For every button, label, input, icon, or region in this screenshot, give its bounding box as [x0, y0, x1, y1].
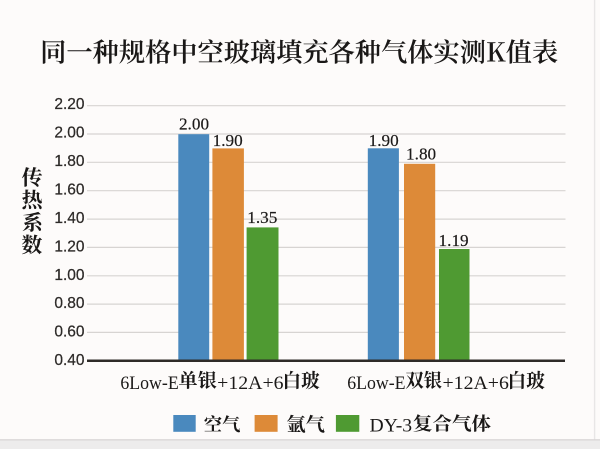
svg-text:2.00: 2.00: [54, 124, 85, 141]
svg-text:2.20: 2.20: [54, 96, 85, 113]
svg-text:1.19: 1.19: [439, 231, 469, 250]
svg-text:0.40: 0.40: [54, 352, 85, 369]
svg-text:6Low-E: 6Low-E: [347, 373, 405, 394]
svg-text:+12A+6: +12A+6: [217, 373, 284, 394]
svg-text:1.20: 1.20: [54, 238, 85, 255]
svg-text:1.00: 1.00: [54, 267, 85, 284]
svg-text:1.80: 1.80: [406, 145, 436, 164]
svg-text:DY-3: DY-3: [370, 416, 413, 437]
svg-text:1.90: 1.90: [213, 131, 243, 150]
svg-text:+12A+6: +12A+6: [443, 373, 510, 394]
svg-text:0.60: 0.60: [54, 324, 85, 341]
svg-text:6Low-E: 6Low-E: [120, 373, 178, 394]
svg-text:1.35: 1.35: [247, 208, 277, 227]
svg-text:1.90: 1.90: [369, 131, 399, 150]
svg-text:1.80: 1.80: [54, 153, 85, 170]
svg-text:0.80: 0.80: [54, 295, 85, 312]
svg-text:2.00: 2.00: [179, 114, 209, 133]
svg-text:1.60: 1.60: [54, 181, 85, 198]
svg-text:1.40: 1.40: [54, 210, 85, 227]
